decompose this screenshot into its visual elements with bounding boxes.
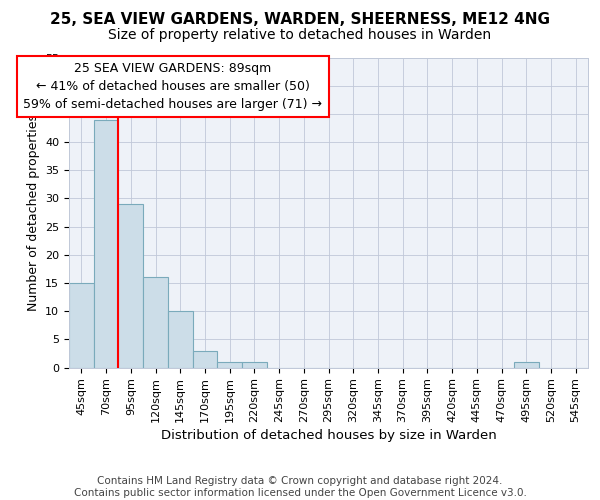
Text: Size of property relative to detached houses in Warden: Size of property relative to detached ho… [109,28,491,42]
Bar [118,204,143,368]
Bar [242,362,267,368]
Bar [168,311,193,368]
Text: 25, SEA VIEW GARDENS, WARDEN, SHEERNESS, ME12 4NG: 25, SEA VIEW GARDENS, WARDEN, SHEERNESS,… [50,12,550,28]
X-axis label: Distribution of detached houses by size in Warden: Distribution of detached houses by size … [161,429,496,442]
Bar [193,350,217,368]
Bar [143,278,168,368]
Text: Contains HM Land Registry data © Crown copyright and database right 2024.
Contai: Contains HM Land Registry data © Crown c… [74,476,526,498]
Y-axis label: Number of detached properties: Number of detached properties [26,114,40,311]
Bar [94,120,118,368]
Bar [69,283,94,368]
Bar [514,362,539,368]
Text: 25 SEA VIEW GARDENS: 89sqm
← 41% of detached houses are smaller (50)
59% of semi: 25 SEA VIEW GARDENS: 89sqm ← 41% of deta… [23,62,322,111]
Bar [217,362,242,368]
